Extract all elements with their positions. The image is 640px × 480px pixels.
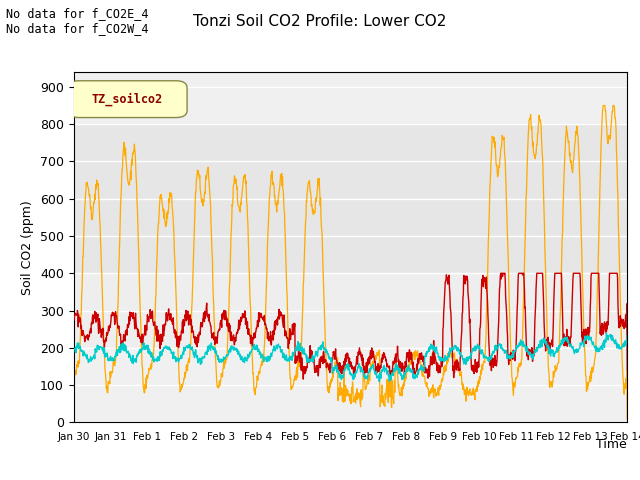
Text: Tonzi Soil CO2 Profile: Lower CO2: Tonzi Soil CO2 Profile: Lower CO2 [193,14,447,29]
Text: No data for f_CO2W_4: No data for f_CO2W_4 [6,22,149,35]
Text: TZ_soilco2: TZ_soilco2 [92,93,163,106]
Text: Time: Time [596,438,627,451]
FancyBboxPatch shape [68,81,187,118]
Y-axis label: Soil CO2 (ppm): Soil CO2 (ppm) [21,200,35,295]
Text: No data for f_CO2E_4: No data for f_CO2E_4 [6,7,149,20]
Bar [74,273,627,348]
Bar [74,124,627,273]
